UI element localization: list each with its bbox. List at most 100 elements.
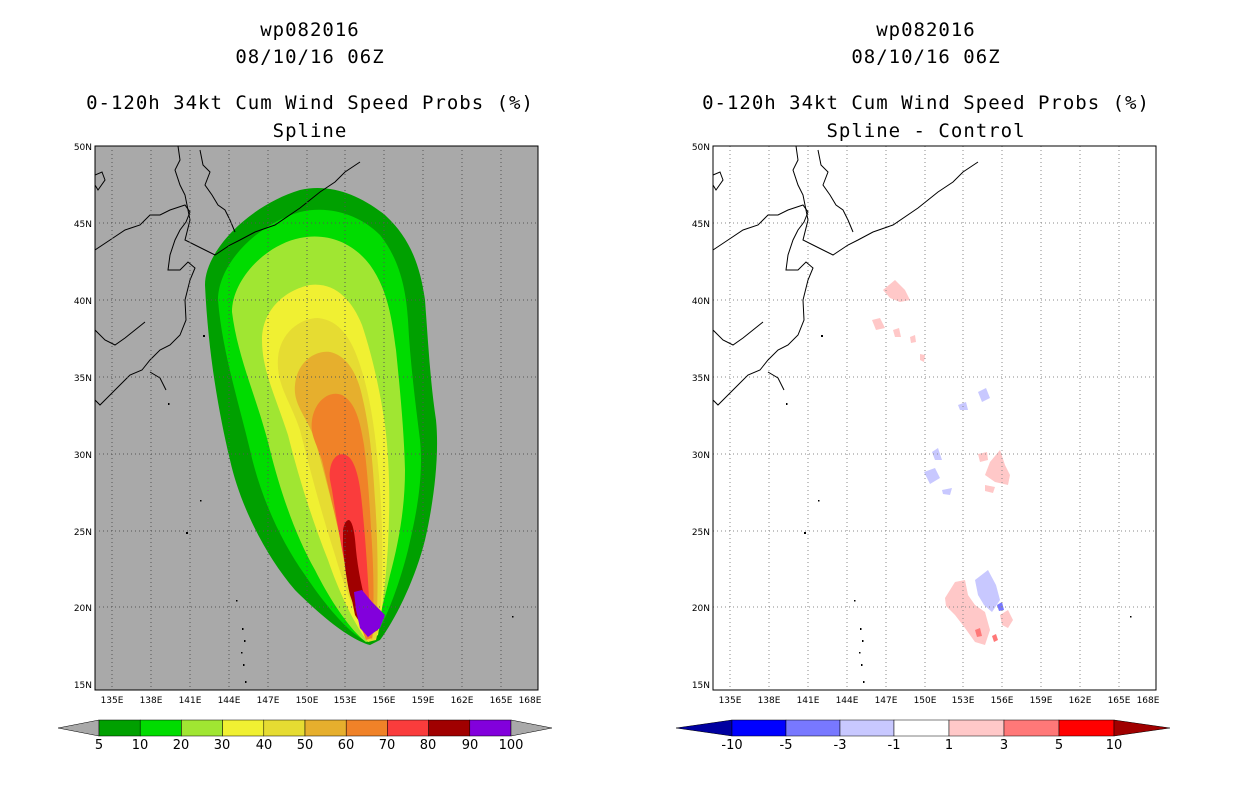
colorbar-label: 20 bbox=[173, 738, 190, 753]
lon-label: 150E bbox=[914, 696, 937, 706]
left-lat-labels: 50N 45N 40N 35N 30N 25N 20N 15N bbox=[74, 143, 92, 691]
colorbar-label: 5 bbox=[95, 738, 103, 753]
lon-label: 138E bbox=[140, 696, 163, 706]
lon-label: 135E bbox=[101, 696, 124, 706]
diff-neg-4 bbox=[924, 468, 940, 484]
colorbar-label: 60 bbox=[338, 738, 355, 753]
diff-pos-8 bbox=[985, 485, 995, 493]
right-lon-labels: 135E 138E 141E 144E 147E 150E 153E 156E … bbox=[719, 696, 1160, 706]
colorbar-label: -3 bbox=[834, 738, 847, 753]
diff-pos-10 bbox=[1000, 610, 1013, 628]
right-title-storm: wp082016 bbox=[876, 19, 976, 41]
diff-neg-5 bbox=[942, 488, 952, 495]
colorbar-swatch bbox=[839, 719, 895, 737]
lat-label: 20N bbox=[74, 604, 92, 614]
colorbar-swatch bbox=[731, 719, 787, 737]
colorbar-label: -10 bbox=[721, 738, 742, 753]
colorbar-label: 10 bbox=[132, 738, 149, 753]
left-lon-labels: 135E 138E 141E 144E 147E 150E 153E 156E … bbox=[101, 696, 542, 706]
colorbar-swatch bbox=[345, 719, 388, 737]
colorbar-swatch bbox=[785, 719, 841, 737]
lon-label: 147E bbox=[875, 696, 898, 706]
lon-label: 138E bbox=[758, 696, 781, 706]
right-colorbar: -10 -5 -3 -1 1 3 5 10 bbox=[675, 719, 1171, 753]
left-colorbar: 5 10 20 30 40 50 60 70 80 90 100 bbox=[57, 719, 553, 753]
colorbar-under-arrow bbox=[675, 719, 733, 737]
diff-pos-5 bbox=[920, 354, 925, 362]
lon-label: 159E bbox=[412, 696, 435, 706]
diff-pos-1 bbox=[883, 280, 910, 302]
lon-label: 141E bbox=[797, 696, 820, 706]
lat-label: 40N bbox=[692, 297, 710, 307]
lon-label: 156E bbox=[373, 696, 396, 706]
left-title-product: 0-120h 34kt Cum Wind Speed Probs (%) bbox=[86, 92, 534, 114]
lon-label: 147E bbox=[257, 696, 280, 706]
colorbar-swatch bbox=[98, 719, 141, 737]
lat-label: 40N bbox=[74, 297, 92, 307]
colorbar-swatch bbox=[1003, 719, 1060, 737]
lat-label: 50N bbox=[692, 143, 710, 153]
lat-label: 30N bbox=[74, 451, 92, 461]
colorbar-over-arrow bbox=[1113, 719, 1171, 737]
right-title-date: 08/10/16 06Z bbox=[851, 46, 1001, 68]
lat-label: 25N bbox=[74, 528, 92, 538]
right-title-product: 0-120h 34kt Cum Wind Speed Probs (%) bbox=[702, 92, 1150, 114]
colorbar-label: 3 bbox=[1000, 738, 1008, 753]
colorbar-swatch bbox=[181, 719, 223, 737]
diff-neg-6 bbox=[975, 570, 1000, 612]
lon-label: 144E bbox=[218, 696, 241, 706]
colorbar-swatch bbox=[893, 719, 950, 737]
lon-label: 156E bbox=[991, 696, 1014, 706]
left-grid bbox=[95, 146, 538, 690]
lat-label: 45N bbox=[692, 220, 710, 230]
colorbar-swatch bbox=[304, 719, 347, 737]
right-grid bbox=[713, 146, 1156, 690]
lat-label: 35N bbox=[74, 374, 92, 384]
lon-label: 168E bbox=[1137, 696, 1160, 706]
right-islands bbox=[786, 335, 1132, 683]
lon-label: 165E bbox=[490, 696, 513, 706]
lon-label: 153E bbox=[952, 696, 975, 706]
left-title-method: Spline bbox=[272, 120, 348, 142]
right-lat-labels: 50N 45N 40N 35N 30N 25N 20N 15N bbox=[692, 143, 710, 691]
lat-label: 35N bbox=[692, 374, 710, 384]
lat-label: 50N bbox=[74, 143, 92, 153]
colorbar-label: 5 bbox=[1055, 738, 1063, 753]
colorbar-swatch bbox=[428, 719, 471, 737]
diff-patches bbox=[872, 280, 1013, 645]
lat-label: 20N bbox=[692, 604, 710, 614]
colorbar-swatch bbox=[139, 719, 182, 737]
colorbar-label: 1 bbox=[945, 738, 953, 753]
colorbar-under-arrow bbox=[57, 719, 100, 737]
colorbar-label: 50 bbox=[297, 738, 314, 753]
lon-label: 144E bbox=[836, 696, 859, 706]
lat-label: 15N bbox=[692, 681, 710, 691]
colorbar-swatch bbox=[948, 719, 1005, 737]
lon-label: 153E bbox=[334, 696, 357, 706]
diff-pos-3 bbox=[893, 328, 901, 337]
lat-label: 30N bbox=[692, 451, 710, 461]
colorbar-label: -1 bbox=[888, 738, 901, 753]
lon-label: 150E bbox=[296, 696, 319, 706]
right-coastlines bbox=[712, 145, 979, 406]
lat-label: 25N bbox=[692, 528, 710, 538]
colorbar-label: 90 bbox=[462, 738, 479, 753]
colorbar-over-arrow bbox=[510, 719, 553, 737]
colorbar-swatch bbox=[263, 719, 306, 737]
lon-label: 141E bbox=[179, 696, 202, 706]
diff-neg-strong bbox=[997, 602, 1004, 611]
left-islands bbox=[168, 335, 514, 683]
lat-label: 15N bbox=[74, 681, 92, 691]
colorbar-label: 70 bbox=[379, 738, 396, 753]
colorbar-swatch bbox=[1058, 719, 1115, 737]
left-map bbox=[94, 145, 539, 691]
colorbar-swatch bbox=[469, 719, 512, 737]
colorbar-label: 80 bbox=[420, 738, 437, 753]
lon-label: 159E bbox=[1030, 696, 1053, 706]
left-coastlines bbox=[95, 146, 361, 406]
lat-label: 45N bbox=[74, 220, 92, 230]
diff-neg-2 bbox=[978, 388, 990, 402]
lon-label: 162E bbox=[1069, 696, 1092, 706]
diff-pos-strong-2 bbox=[992, 634, 998, 642]
